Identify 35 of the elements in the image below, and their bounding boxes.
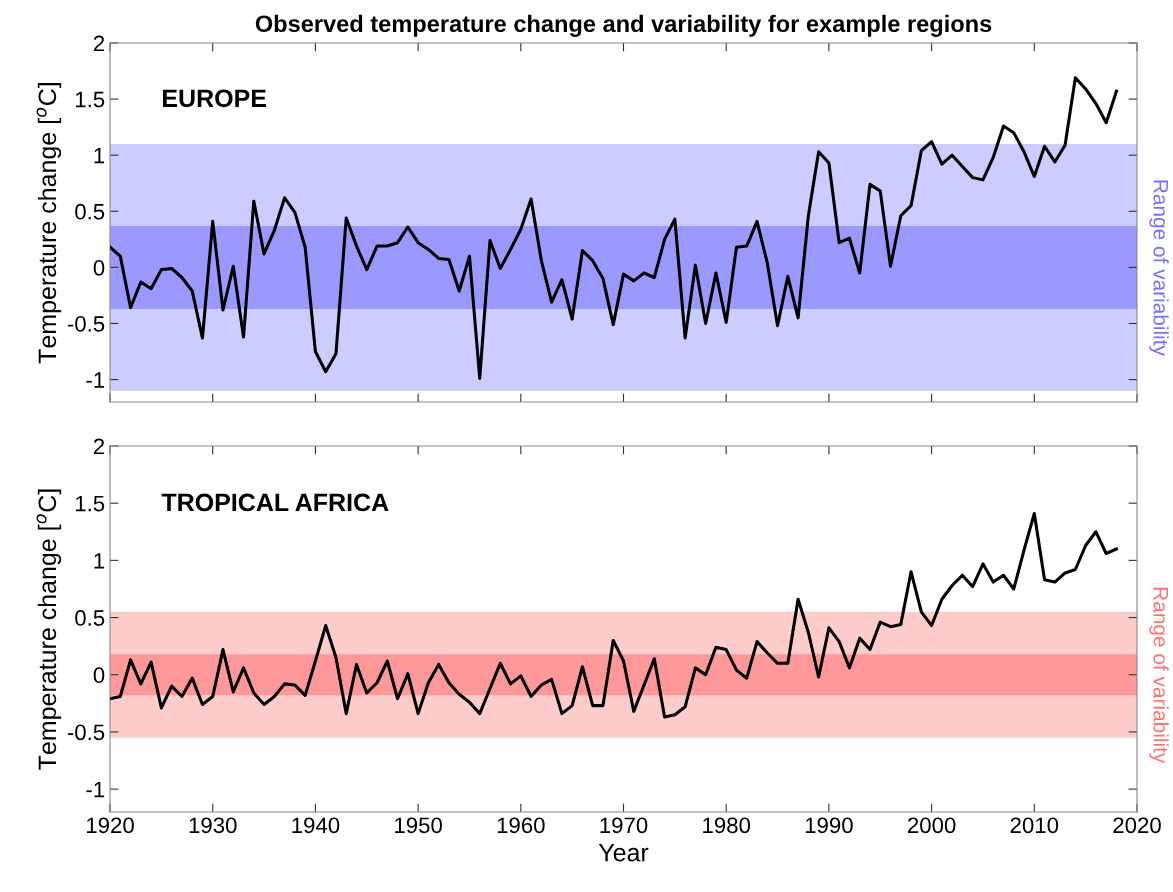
y-tick-label: -1 <box>86 372 105 388</box>
y-tick-label: 2 <box>93 35 105 52</box>
x-tick-label: 1940 <box>292 817 340 834</box>
x-tick-label: 1970 <box>600 817 648 834</box>
x-tick-label: 1930 <box>189 817 237 834</box>
y-tick-label: 1.5 <box>75 91 105 108</box>
annotation: EUROPE <box>163 89 266 108</box>
x-tick-label: 2000 <box>908 817 956 834</box>
band-label: Range of variability <box>1149 587 1169 764</box>
y-tick-label: 2 <box>93 438 105 455</box>
chart-title: Observed temperature change and variability for example regions <box>255 14 992 37</box>
x-tick-label: 1920 <box>87 817 134 834</box>
y-tick-label: -0.5 <box>67 724 105 741</box>
y-tick-label: -0.5 <box>67 316 105 332</box>
annotation: TROPICAL AFRICA <box>161 493 389 512</box>
line-series <box>110 511 1118 719</box>
y-tick-label: 1 <box>94 553 105 569</box>
y-tick-label: 0.5 <box>75 610 105 626</box>
x-tick-label: 1960 <box>497 817 545 834</box>
y-tick-label: 0 <box>93 259 105 276</box>
line-series <box>110 76 1118 380</box>
x-axis-title: Year <box>598 844 649 862</box>
x-tick-label: 1950 <box>395 817 442 834</box>
y-tick-label: 1.5 <box>75 495 105 512</box>
y-tick-label: -1 <box>86 781 105 798</box>
y-axis-title: Temperature change [$^{o}$C] <box>36 489 62 770</box>
x-tick-label: 1990 <box>805 817 853 834</box>
x-tick-label: 2010 <box>1010 817 1059 834</box>
y-axis-title: Temperature change [$^{o}$C] <box>36 83 62 364</box>
y-tick-label: 1 <box>94 147 105 164</box>
y-tick-label: 0.5 <box>75 203 105 220</box>
band-label: Range of variability <box>1149 180 1169 356</box>
x-tick-label: 2020 <box>1113 817 1161 834</box>
x-tick-label: 1980 <box>703 817 751 834</box>
y-tick-label: 0 <box>93 667 105 684</box>
